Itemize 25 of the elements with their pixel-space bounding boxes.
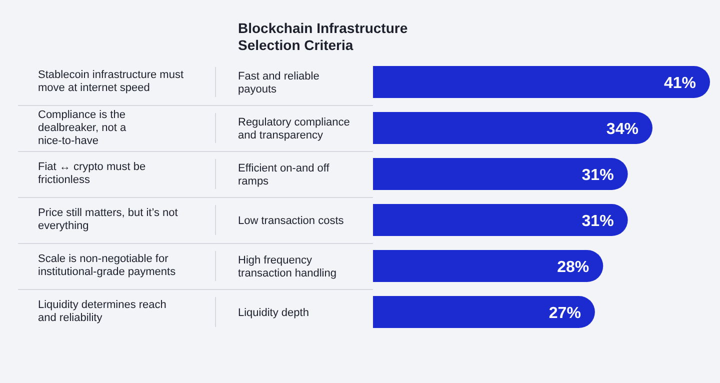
text: Price still matters, but it’s not everything <box>38 207 179 233</box>
data-label: 31% <box>582 167 614 184</box>
y-tick-label: Fast and reliable payouts <box>238 70 320 96</box>
text: Fiat ↔ crypto must be frictionless <box>38 161 147 187</box>
bar <box>373 250 604 282</box>
y-tick-label: High frequency transaction handling <box>238 254 336 280</box>
bar <box>373 158 628 190</box>
text: Scale is non-negotiable for institutional-grade payments <box>38 253 177 279</box>
y-tick-label: Low transaction costs <box>238 215 344 227</box>
text: Compliance is the dealbreaker, not a nice-to-have <box>38 108 128 148</box>
bar <box>373 112 652 144</box>
y-tick-label: Liquidity depth <box>238 307 309 319</box>
text: Stablecoin infrastructure must move at internet speed <box>38 69 185 95</box>
bar <box>373 204 628 236</box>
data-label: 28% <box>557 259 590 276</box>
data-label: 31% <box>582 213 614 230</box>
chart-title: Blockchain Infrastructure Selection Criteria <box>238 20 409 54</box>
y-tick-label: Regulatory compliance and transparency <box>238 116 350 142</box>
data-label: 27% <box>548 305 581 322</box>
data-label: 34% <box>606 121 638 138</box>
bar <box>373 66 710 98</box>
y-tick-label: Efficient on-and off ramps <box>238 162 330 188</box>
data-label: 41% <box>664 75 696 92</box>
bar <box>373 296 595 328</box>
text: Liquidity determines reach and reliability <box>38 299 168 325</box>
